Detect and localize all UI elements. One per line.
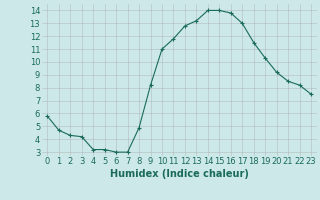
X-axis label: Humidex (Indice chaleur): Humidex (Indice chaleur) [110, 169, 249, 179]
